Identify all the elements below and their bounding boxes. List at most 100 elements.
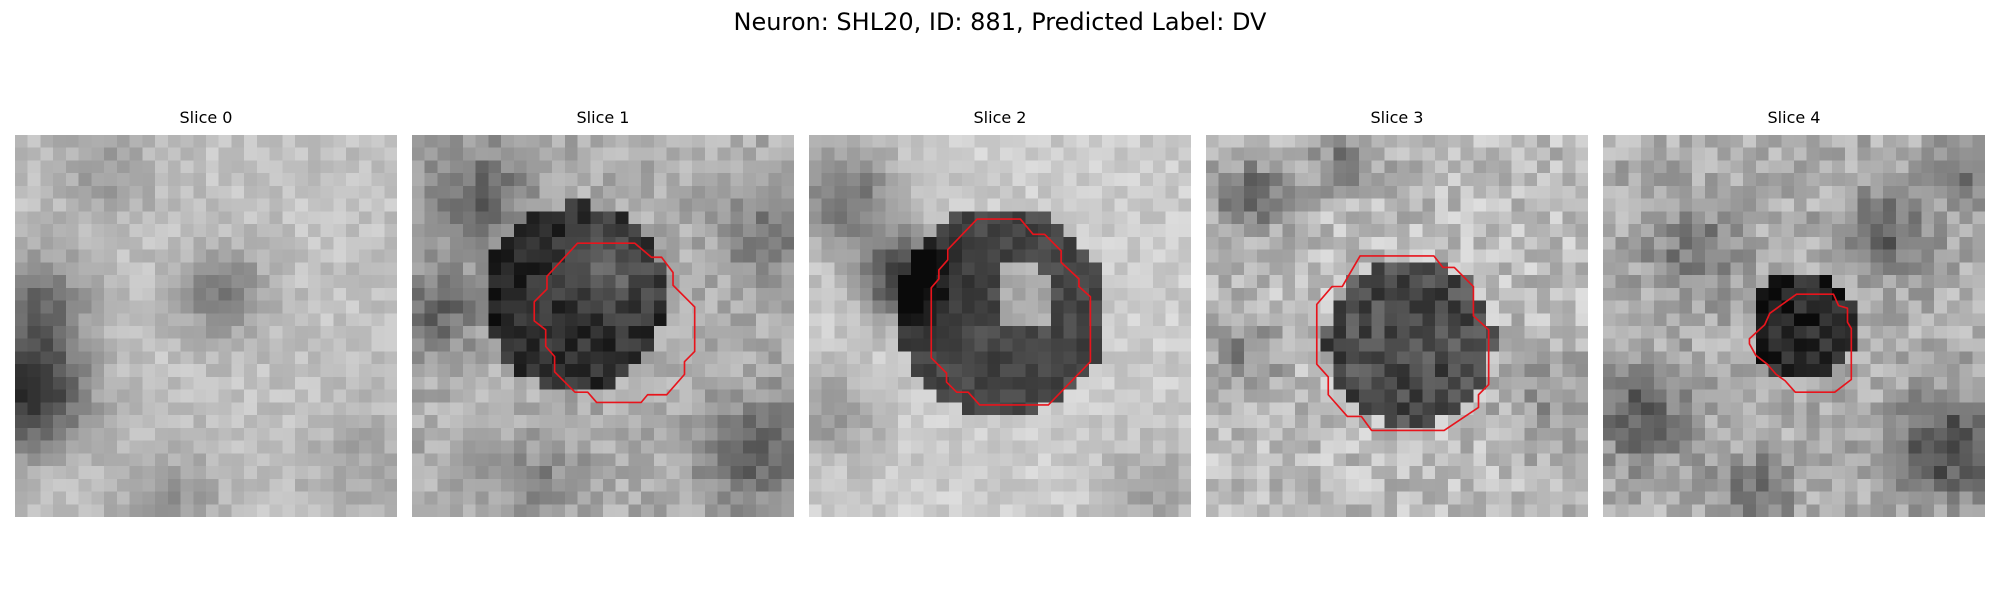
image-pixel	[717, 236, 731, 250]
image-pixel	[1794, 427, 1807, 441]
image-pixel	[1524, 415, 1538, 429]
image-pixel	[641, 504, 655, 517]
image-pixel	[1025, 262, 1039, 276]
image-pixel	[1165, 427, 1179, 441]
image-pixel	[475, 249, 489, 263]
image-pixel	[1641, 313, 1655, 327]
image-pixel	[333, 249, 347, 263]
image-pixel	[1422, 491, 1436, 505]
image-pixel	[1038, 466, 1052, 480]
figure-title: Neuron: SHL20, ID: 881, Predicted Label:…	[733, 8, 1267, 36]
image-pixel	[1435, 185, 1449, 199]
image-pixel	[91, 313, 105, 327]
image-pixel	[768, 249, 782, 263]
image-pixel	[1921, 224, 1935, 238]
image-pixel	[1038, 351, 1052, 365]
image-pixel	[1934, 287, 1948, 301]
image-pixel	[834, 491, 848, 505]
image-pixel	[269, 504, 283, 517]
image-pixel	[142, 313, 156, 327]
image-pixel	[704, 135, 718, 148]
image-pixel	[1641, 185, 1655, 199]
image-pixel	[666, 466, 680, 480]
image-pixel	[1206, 427, 1219, 441]
image-pixel	[1218, 249, 1232, 263]
image-pixel	[1921, 427, 1935, 441]
image-pixel	[653, 224, 667, 238]
image-pixel	[1498, 300, 1512, 314]
image-pixel	[320, 135, 334, 148]
image-pixel	[1269, 135, 1283, 148]
image-pixel	[155, 249, 169, 263]
image-pixel	[218, 198, 232, 212]
image-pixel	[116, 147, 130, 161]
image-pixel	[295, 313, 309, 327]
image-pixel	[1089, 453, 1103, 467]
image-pixel	[180, 249, 194, 263]
image-pixel	[1895, 491, 1909, 505]
image-pixel	[1857, 300, 1871, 314]
image-pixel	[1409, 491, 1423, 505]
image-pixel	[1140, 402, 1154, 416]
image-pixel	[730, 402, 744, 416]
image-pixel	[1743, 300, 1757, 314]
image-pixel	[872, 376, 886, 390]
image-pixel	[1730, 173, 1744, 187]
image-pixel	[244, 236, 258, 250]
image-pixel	[1295, 402, 1309, 416]
image-pixel	[1127, 389, 1141, 403]
image-pixel	[1679, 287, 1693, 301]
image-pixel	[1346, 160, 1360, 174]
image-pixel	[206, 504, 219, 517]
image-pixel	[1206, 147, 1219, 161]
image-pixel	[961, 160, 975, 174]
image-pixel	[295, 211, 309, 225]
image-pixel	[603, 453, 616, 467]
slice-title-3: Slice 3	[1370, 108, 1424, 127]
image-pixel	[1178, 313, 1191, 327]
image-pixel	[1127, 376, 1141, 390]
image-pixel	[1934, 262, 1948, 276]
image-pixel	[1549, 402, 1563, 416]
image-pixel	[1537, 478, 1551, 492]
image-pixel	[129, 427, 143, 441]
image-pixel	[1895, 275, 1909, 289]
image-pixel	[1730, 351, 1744, 365]
image-pixel	[809, 351, 822, 365]
image-pixel	[244, 287, 258, 301]
image-pixel	[40, 300, 54, 314]
image-pixel	[1038, 338, 1052, 352]
image-pixel	[1282, 224, 1296, 238]
image-pixel	[539, 262, 553, 276]
image-pixel	[1832, 326, 1846, 339]
image-pixel	[53, 313, 67, 327]
image-pixel	[1768, 275, 1782, 289]
image-pixel	[1127, 364, 1141, 378]
image-pixel	[1218, 491, 1232, 505]
image-pixel	[1755, 160, 1769, 174]
image-pixel	[1870, 453, 1884, 467]
image-pixel	[1562, 236, 1576, 250]
image-pixel	[1295, 453, 1309, 467]
image-pixel	[1256, 249, 1270, 263]
image-pixel	[193, 504, 207, 517]
image-pixel	[180, 440, 194, 454]
image-pixel	[1628, 491, 1642, 505]
image-pixel	[1717, 249, 1731, 263]
image-pixel	[1934, 453, 1948, 467]
image-pixel	[104, 249, 118, 263]
image-pixel	[1819, 351, 1833, 365]
image-pixel	[1473, 198, 1487, 212]
image-pixel	[666, 415, 680, 429]
image-pixel	[1371, 287, 1385, 301]
image-pixel	[475, 440, 489, 454]
image-pixel	[244, 351, 258, 365]
image-pixel	[1063, 466, 1077, 480]
image-pixel	[577, 185, 591, 199]
image-pixel	[1333, 224, 1347, 238]
image-pixel	[244, 147, 258, 161]
image-pixel	[193, 376, 207, 390]
image-pixel	[1206, 160, 1219, 174]
image-pixel	[307, 504, 321, 517]
image-pixel	[1511, 338, 1525, 352]
